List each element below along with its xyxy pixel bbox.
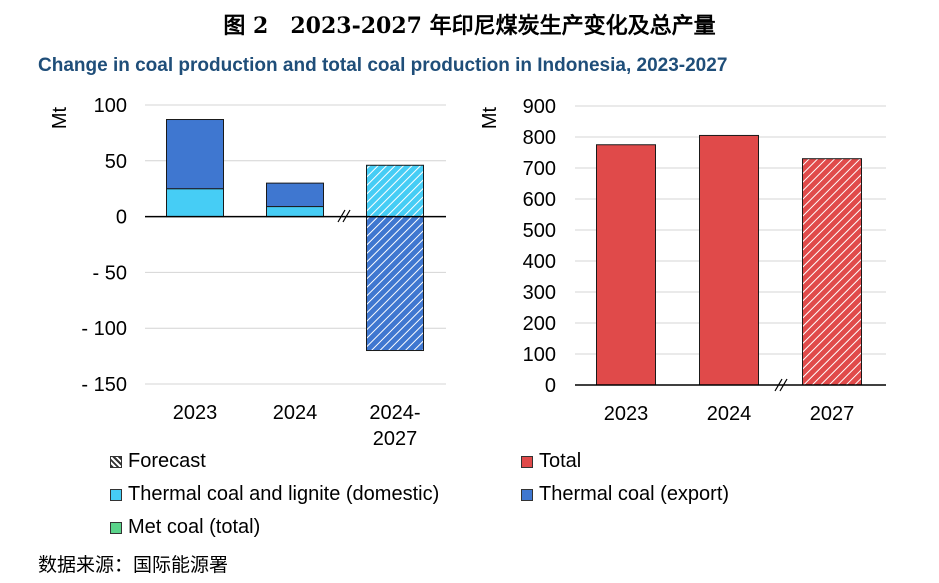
y-tick-label: 100 bbox=[523, 344, 556, 366]
legend-met-coal: Met coal (total) bbox=[110, 516, 260, 539]
bar-thermal-export-2024-2027 bbox=[366, 216, 424, 352]
legend-total-label: Total bbox=[539, 450, 582, 472]
y-tick-label: 0 bbox=[545, 375, 556, 397]
total-chart: 900 800 700 600 500 400 300 200 100 0 Mt 2023 2024 20… bbox=[479, 96, 886, 425]
x-tick-label: 2024- bbox=[369, 402, 420, 424]
y-tick-label: 700 bbox=[523, 158, 556, 180]
x-tick-label: 2027 bbox=[810, 403, 855, 425]
y-tick-label: - 100 bbox=[81, 318, 127, 340]
y-tick-label: 50 bbox=[105, 151, 127, 173]
bar-total-2027 bbox=[802, 158, 862, 386]
figure-title: 图 2 2023-2027 年印尼煤炭生产变化及总产量 bbox=[223, 13, 716, 39]
x-tick-label: 2023 bbox=[173, 402, 218, 424]
y-tick-label: 300 bbox=[523, 282, 556, 304]
thermal-export-swatch bbox=[521, 488, 533, 501]
figure-subtitle: Change in coal production and total coal… bbox=[38, 55, 728, 76]
y-tick-label: - 50 bbox=[93, 262, 127, 284]
axis-break-mark bbox=[779, 378, 788, 392]
y-tick-label: 800 bbox=[523, 127, 556, 149]
total-swatch bbox=[521, 455, 533, 468]
bar-thermal-export-2023 bbox=[166, 119, 224, 190]
bar-thermal-domestic-2024 bbox=[266, 206, 324, 218]
legend-total: Total bbox=[521, 450, 581, 473]
axis-break-mark bbox=[342, 209, 351, 223]
legend-forecast-label: Forecast bbox=[128, 450, 206, 472]
bar-thermal-export-2024 bbox=[266, 182, 324, 208]
legend-thermal-domestic: Thermal coal and lignite (domestic) bbox=[110, 483, 439, 506]
thermal-domestic-swatch bbox=[110, 488, 122, 501]
y-axis-unit: Mt bbox=[479, 106, 501, 129]
y-tick-label: 100 bbox=[94, 95, 127, 117]
y-tick-label: 0 bbox=[116, 207, 127, 229]
change-chart: 100 50 0 - 50 - 100 - 150 Mt 2023 2024 2024- 2027 bbox=[49, 95, 446, 450]
x-tick-label: 2023 bbox=[604, 403, 649, 425]
legend-thermal-export-label: Thermal coal (export) bbox=[539, 483, 730, 505]
axis-break-mark bbox=[774, 378, 783, 392]
y-axis-unit: Mt bbox=[49, 106, 71, 129]
y-tick-label: 500 bbox=[523, 220, 556, 242]
bar-total-2023 bbox=[596, 144, 656, 386]
x-tick-label: 2024 bbox=[707, 403, 752, 425]
bar-thermal-domestic-2024-2027 bbox=[366, 164, 424, 218]
met-coal-swatch bbox=[110, 521, 122, 534]
legend-thermal-export: Thermal coal (export) bbox=[521, 483, 729, 506]
y-tick-label: - 150 bbox=[81, 374, 127, 396]
forecast-swatch bbox=[110, 455, 122, 468]
legend-met-coal-label: Met coal (total) bbox=[128, 516, 261, 538]
bar-total-2024 bbox=[699, 134, 759, 386]
y-tick-label: 400 bbox=[523, 251, 556, 273]
bar-thermal-domestic-2023 bbox=[166, 188, 224, 218]
x-tick-label: 2024 bbox=[273, 402, 318, 424]
legend-thermal-domestic-label: Thermal coal and lignite (domestic) bbox=[128, 483, 440, 505]
source-note: 数据来源：国际能源署 bbox=[38, 554, 229, 576]
y-tick-label: 900 bbox=[523, 96, 556, 118]
legend-forecast: Forecast bbox=[110, 450, 206, 473]
axis-break-mark bbox=[337, 209, 346, 223]
x-tick-label: 2027 bbox=[373, 428, 418, 450]
y-tick-label: 200 bbox=[523, 313, 556, 335]
y-tick-label: 600 bbox=[523, 189, 556, 211]
